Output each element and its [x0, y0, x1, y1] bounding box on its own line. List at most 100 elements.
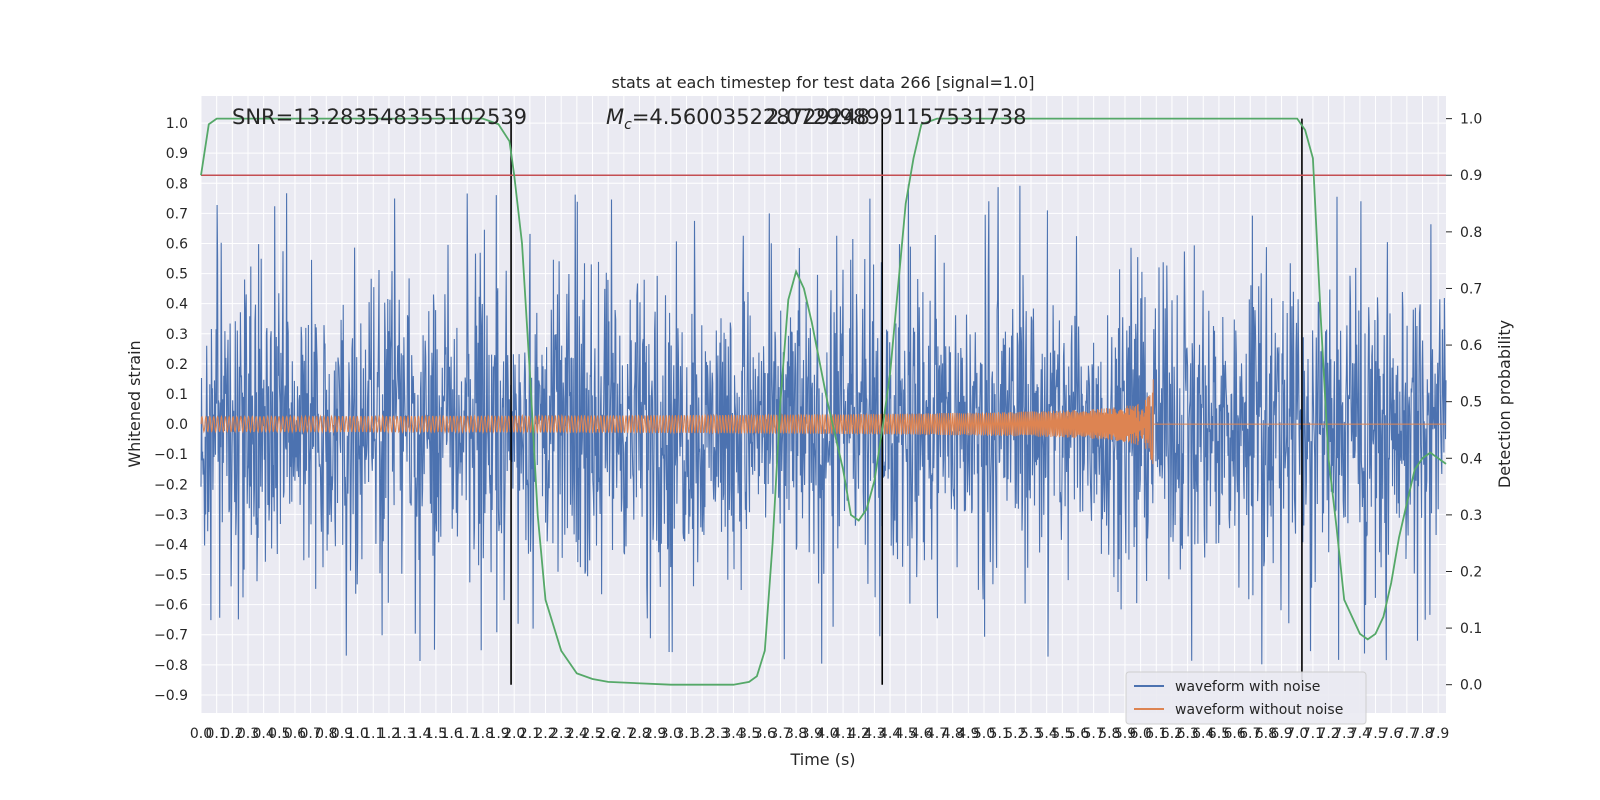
x-tick-53: 5.3 — [1020, 726, 1042, 742]
y2-tick-6: 0.4 — [1460, 451, 1482, 467]
x-tick-41: 4.1 — [832, 726, 854, 742]
x-tick-1: 0.1 — [206, 726, 228, 742]
x-tick-6: 0.6 — [284, 726, 306, 742]
x-tick-51: 5.1 — [989, 726, 1011, 742]
y-axis-label: Whitened strain — [125, 340, 144, 467]
x-tick-26: 2.6 — [597, 726, 619, 742]
x-tick-25: 2.5 — [581, 726, 603, 742]
x-tick-28: 2.8 — [628, 726, 650, 742]
y-tick-7: 0.3 — [166, 327, 188, 343]
legend-label-noise: waveform with noise — [1175, 679, 1320, 695]
x-tick-0: 0.0 — [190, 726, 212, 742]
x-tick-43: 4.3 — [863, 726, 885, 742]
x-tick-47: 4.7 — [926, 726, 948, 742]
series-waveform-with-noise — [200, 184, 1447, 665]
y2-tick-7: 0.3 — [1460, 508, 1482, 524]
y-tick-11: −0.1 — [154, 447, 188, 463]
y-tick-0: 1.0 — [166, 116, 188, 132]
y2-tick-0: 1.0 — [1460, 112, 1482, 128]
x-tick-71: 7.1 — [1302, 726, 1324, 742]
x-tick-2: 0.2 — [221, 726, 243, 742]
snr-annotation: SNR=13.283548355102539 — [232, 105, 527, 129]
y-tick-14: −0.4 — [154, 537, 188, 553]
x-tick-52: 5.2 — [1004, 726, 1026, 742]
x-tick-18: 1.8 — [472, 726, 494, 742]
y-tick-16: −0.6 — [154, 598, 188, 614]
legend-box — [1125, 671, 1367, 725]
x-tick-23: 2.3 — [550, 726, 572, 742]
legend: waveform with noise waveform without noi… — [1125, 671, 1367, 725]
y-tick-1: 0.9 — [166, 146, 188, 162]
y2-axis-label: Detection probability — [1495, 320, 1514, 488]
y-tick-17: −0.7 — [154, 628, 188, 644]
x-tick-61: 6.1 — [1145, 726, 1167, 742]
x-tick-30: 3.0 — [660, 726, 682, 742]
y2-tick-10: 0.0 — [1460, 678, 1482, 694]
x-tick-19: 1.9 — [487, 726, 509, 742]
x-tick-60: 6.0 — [1129, 726, 1151, 742]
x-tick-56: 5.6 — [1067, 726, 1089, 742]
x-tick-14: 1.4 — [409, 726, 431, 742]
chart-title: stats at each timestep for test data 266… — [611, 73, 1034, 92]
x-tick-17: 1.7 — [456, 726, 478, 742]
x-tick-69: 6.9 — [1270, 726, 1292, 742]
noisy-waveform-line — [200, 184, 1447, 665]
x-tick-54: 5.4 — [1036, 726, 1058, 742]
x-tick-32: 3.2 — [691, 726, 713, 742]
x-tick-31: 3.1 — [675, 726, 697, 742]
y-tick-8: 0.2 — [166, 357, 188, 373]
x-tick-20: 2.0 — [503, 726, 525, 742]
vertical-markers — [510, 118, 1303, 685]
y-tick-18: −0.8 — [154, 658, 188, 674]
x-tick-77: 7.7 — [1396, 726, 1418, 742]
x-tick-22: 2.2 — [534, 726, 556, 742]
detection-probability — [200, 117, 1447, 686]
y-tick-12: −0.2 — [154, 477, 188, 493]
x-axis-label: Time (s) — [789, 750, 855, 769]
overlap-annotation: 2.072998991157531738 — [766, 105, 1027, 129]
x-tick-58: 5.8 — [1098, 726, 1120, 742]
y2-tick-9: 0.1 — [1460, 621, 1482, 637]
x-tick-63: 6.3 — [1176, 726, 1198, 742]
clean-waveform-line — [200, 379, 1446, 465]
y2-tick-2: 0.8 — [1460, 225, 1482, 241]
y-tick-4: 0.6 — [166, 236, 188, 252]
x-tick-78: 7.8 — [1411, 726, 1433, 742]
y2-tick-1: 0.9 — [1460, 168, 1482, 184]
y-tick-10: 0.0 — [166, 417, 188, 433]
x-tick-55: 5.5 — [1051, 726, 1073, 742]
x-tick-5: 0.5 — [268, 726, 290, 742]
y2-tick-5: 0.5 — [1460, 395, 1482, 411]
y-tick-15: −0.5 — [154, 568, 188, 584]
x-tick-8: 0.8 — [315, 726, 337, 742]
y-tick-5: 0.5 — [166, 267, 188, 283]
x-tick-65: 6.5 — [1208, 726, 1230, 742]
x-tick-4: 0.4 — [253, 726, 275, 742]
x-tick-48: 4.8 — [942, 726, 964, 742]
x-tick-27: 2.7 — [613, 726, 635, 742]
x-tick-57: 5.7 — [1083, 726, 1105, 742]
x-tick-10: 1.0 — [346, 726, 368, 742]
x-tick-66: 6.6 — [1223, 726, 1245, 742]
x-tick-50: 5.0 — [973, 726, 995, 742]
x-tick-74: 7.4 — [1349, 726, 1371, 742]
x-tick-36: 3.6 — [754, 726, 776, 742]
x-tick-34: 3.4 — [722, 726, 744, 742]
x-tick-46: 4.6 — [910, 726, 932, 742]
x-tick-12: 1.2 — [378, 726, 400, 742]
y-tick-19: −0.9 — [154, 688, 188, 704]
x-tick-62: 6.2 — [1161, 726, 1183, 742]
x-tick-11: 1.1 — [362, 726, 384, 742]
x-tick-15: 1.5 — [425, 726, 447, 742]
x-tick-29: 2.9 — [644, 726, 666, 742]
legend-label-clean: waveform without noise — [1175, 702, 1343, 718]
x-tick-7: 0.7 — [299, 726, 321, 742]
x-tick-79: 7.9 — [1427, 726, 1449, 742]
x-tick-33: 3.3 — [707, 726, 729, 742]
x-tick-75: 7.5 — [1364, 726, 1386, 742]
x-tick-3: 0.3 — [237, 726, 259, 742]
x-tick-49: 4.9 — [957, 726, 979, 742]
y-ticks: 1.0 0.9 0.8 0.7 0.6 0.5 0.4 0.3 0.2 0.1 0.0 −0.1 −0.… — [154, 116, 188, 704]
x-ticks: 0.00.10.20.30.40.50.60.70.80.91.01.11.21… — [190, 726, 1449, 742]
